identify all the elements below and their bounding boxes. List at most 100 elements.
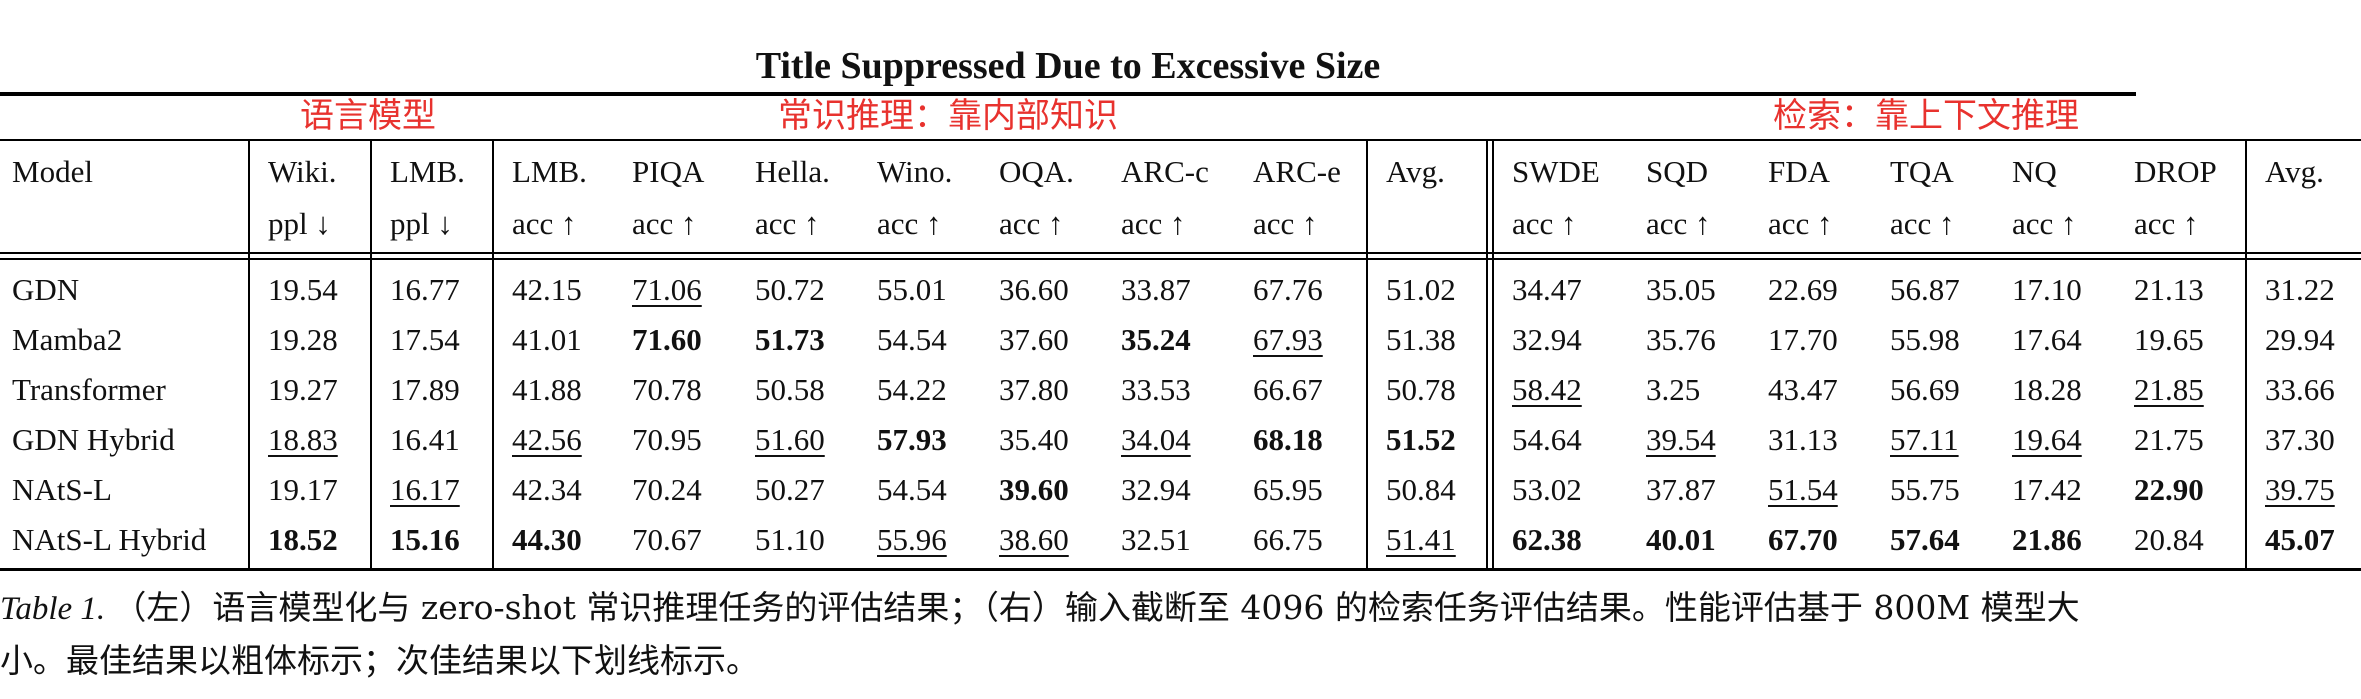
column-divider xyxy=(2245,141,2247,568)
column-header-metric: acc ↑ xyxy=(1512,206,1577,241)
column-header-name: TQA xyxy=(1890,154,1954,189)
table-cell: 35.40 xyxy=(999,422,1069,457)
table-cell: 17.54 xyxy=(390,322,460,357)
column-header-metric: acc ↑ xyxy=(1646,206,1711,241)
column-header-metric: acc ↑ xyxy=(755,206,820,241)
table-cell: 70.67 xyxy=(632,522,702,557)
row-model-name: NAtS-L Hybrid xyxy=(12,522,207,557)
table-cell: 55.01 xyxy=(877,272,947,307)
caption-label: Table 1. xyxy=(0,591,106,627)
table-cell: 37.80 xyxy=(999,372,1069,407)
table-cell: 42.56 xyxy=(512,422,582,457)
table-bottom-rule xyxy=(0,568,2361,571)
table-cell: 37.30 xyxy=(2265,422,2335,457)
table-cell: 54.64 xyxy=(1512,422,1582,457)
column-header-name: Model xyxy=(12,154,93,189)
table-cell: 45.07 xyxy=(2265,522,2335,557)
table-cell: 50.72 xyxy=(755,272,825,307)
group-label-commonsense: 常识推理：靠内部知识 xyxy=(778,96,1118,136)
table-cell: 21.75 xyxy=(2134,422,2204,457)
column-header-metric: acc ↑ xyxy=(999,206,1064,241)
table-cell: 33.66 xyxy=(2265,372,2335,407)
header-rule xyxy=(0,252,2361,254)
table-cell: 55.75 xyxy=(1890,472,1960,507)
column-header-name: PIQA xyxy=(632,154,705,189)
column-header-name: FDA xyxy=(1768,154,1831,189)
table-cell: 19.17 xyxy=(268,472,338,507)
table-cell: 58.42 xyxy=(1512,372,1582,407)
table-cell: 57.11 xyxy=(1890,422,1959,457)
column-header-metric: acc ↑ xyxy=(2134,206,2199,241)
column-header-name: ARC-c xyxy=(1121,154,1209,189)
table-cell: 17.10 xyxy=(2012,272,2082,307)
table-cell: 37.87 xyxy=(1646,472,1716,507)
row-model-name: Mamba2 xyxy=(12,322,123,357)
table-cell: 19.54 xyxy=(268,272,338,307)
table-cell: 41.88 xyxy=(512,372,582,407)
table-cell: 39.60 xyxy=(999,472,1069,507)
table-cell: 70.95 xyxy=(632,422,702,457)
table-cell: 16.17 xyxy=(390,472,460,507)
table-cell: 33.87 xyxy=(1121,272,1191,307)
table-cell: 51.73 xyxy=(755,322,825,357)
table-cell: 34.04 xyxy=(1121,422,1191,457)
table-cell: 67.70 xyxy=(1768,522,1838,557)
table-cell: 35.76 xyxy=(1646,322,1716,357)
column-header-name: Avg. xyxy=(1386,154,1445,189)
column-divider xyxy=(1486,141,1488,568)
column-header-name: NQ xyxy=(2012,154,2057,189)
table-cell: 51.02 xyxy=(1386,272,1456,307)
table-cell: 66.75 xyxy=(1253,522,1323,557)
table-cell: 22.90 xyxy=(2134,472,2204,507)
table-cell: 57.64 xyxy=(1890,522,1960,557)
table-cell: 56.87 xyxy=(1890,272,1960,307)
table-cell: 50.78 xyxy=(1386,372,1456,407)
table-cell: 29.94 xyxy=(2265,322,2335,357)
table-caption: Table 1. （左）语言模型化与 zero-shot 常识推理任务的评估结果… xyxy=(0,582,2140,688)
column-divider xyxy=(370,141,372,568)
table-cell: 17.89 xyxy=(390,372,460,407)
table-cell: 50.84 xyxy=(1386,472,1456,507)
table-cell: 36.60 xyxy=(999,272,1069,307)
column-divider xyxy=(1366,141,1368,568)
table-cell: 32.94 xyxy=(1121,472,1191,507)
column-header-name: LMB. xyxy=(390,154,465,189)
table-cell: 53.02 xyxy=(1512,472,1582,507)
column-header-metric: acc ↑ xyxy=(1890,206,1955,241)
table-cell: 71.06 xyxy=(632,272,702,307)
table-cell: 22.69 xyxy=(1768,272,1838,307)
table-cell: 21.13 xyxy=(2134,272,2204,307)
table-cell: 17.70 xyxy=(1768,322,1838,357)
column-divider xyxy=(248,141,250,568)
column-divider xyxy=(1492,141,1494,568)
table-cell: 32.94 xyxy=(1512,322,1582,357)
column-header-metric: acc ↑ xyxy=(512,206,577,241)
column-header-metric: acc ↑ xyxy=(1253,206,1318,241)
table-cell: 18.28 xyxy=(2012,372,2082,407)
table-cell: 31.13 xyxy=(1768,422,1838,457)
column-header-name: Wiki. xyxy=(268,154,337,189)
row-model-name: Transformer xyxy=(12,372,166,407)
table-cell: 18.83 xyxy=(268,422,338,457)
table-cell: 70.78 xyxy=(632,372,702,407)
table-cell: 39.75 xyxy=(2265,472,2335,507)
table-cell: 54.54 xyxy=(877,472,947,507)
table-cell: 67.76 xyxy=(1253,272,1323,307)
table-cell: 50.58 xyxy=(755,372,825,407)
row-model-name: GDN xyxy=(12,272,80,307)
table-cell: 16.77 xyxy=(390,272,460,307)
title-rule xyxy=(0,92,2136,96)
table-cell: 57.93 xyxy=(877,422,947,457)
column-header-name: SQD xyxy=(1646,154,1709,189)
column-header-metric: acc ↑ xyxy=(632,206,697,241)
table-cell: 16.41 xyxy=(390,422,460,457)
table-cell: 51.52 xyxy=(1386,422,1456,457)
table-cell: 51.60 xyxy=(755,422,825,457)
group-label-retrieval: 检索：靠上下文推理 xyxy=(1773,96,2079,136)
column-header-metric: ppl ↓ xyxy=(390,206,453,241)
table-cell: 19.28 xyxy=(268,322,338,357)
table-cell: 70.24 xyxy=(632,472,702,507)
table-cell: 44.30 xyxy=(512,522,582,557)
table-cell: 51.38 xyxy=(1386,322,1456,357)
column-header-metric: acc ↑ xyxy=(877,206,942,241)
